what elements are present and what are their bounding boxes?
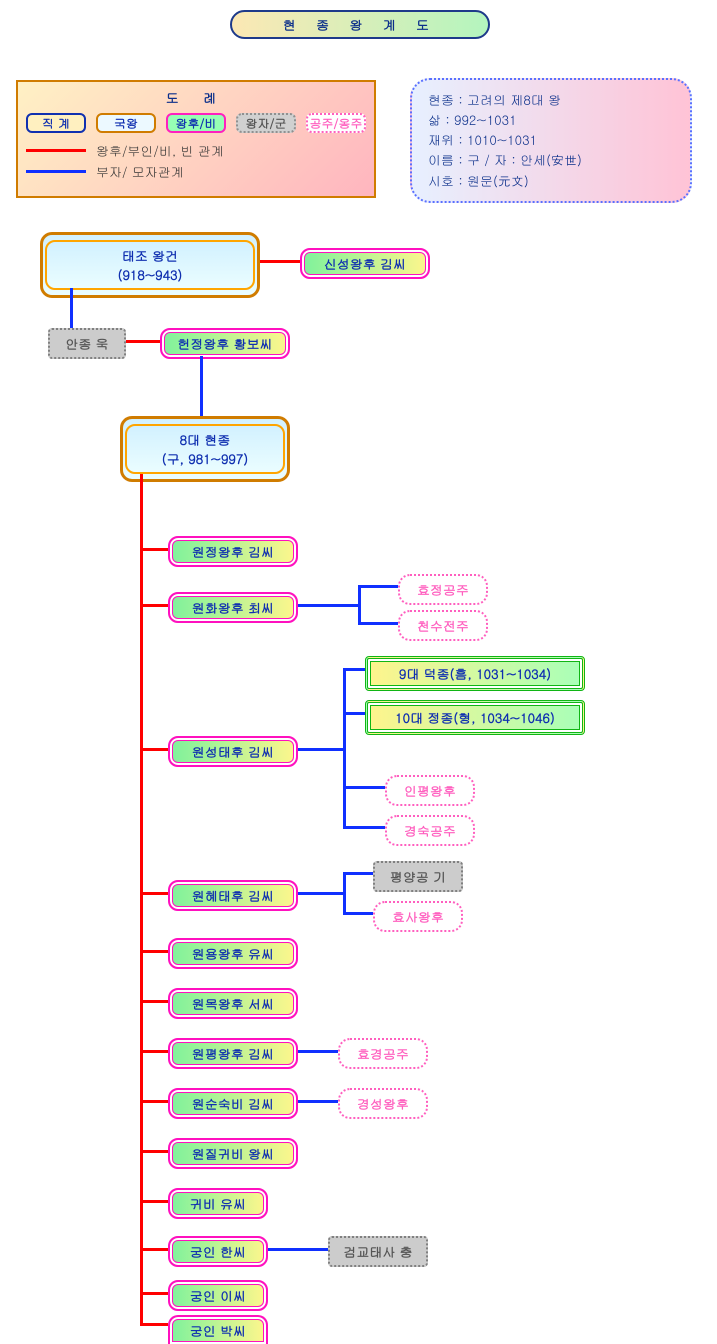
node-q9: 원질귀비 왕씨 xyxy=(168,1138,298,1169)
line xyxy=(140,1292,168,1295)
line xyxy=(358,622,398,625)
node-heonjeong: 헌정왕후 황보씨 xyxy=(160,328,290,359)
info-box: 현종 : 고려의 제8대 왕 삶 : 992~1031 재위 : 1010~10… xyxy=(410,78,692,203)
line xyxy=(298,748,343,751)
node-q7: 원평왕후 김씨 xyxy=(168,1038,298,1069)
trunk xyxy=(140,474,143,1324)
legend-header: 도 례 xyxy=(26,88,366,107)
node-q8: 원순숙비 김씨 xyxy=(168,1088,298,1119)
node-anjong: 안종 욱 xyxy=(48,328,126,359)
node-c11a: 검교태사 충 xyxy=(328,1236,428,1267)
node-c3b: 10대 정종(형, 1034~1046) xyxy=(365,700,585,735)
info-l4: 이름 : 구 / 자 : 안세(安世) xyxy=(428,150,674,170)
line xyxy=(298,604,358,607)
line xyxy=(140,1000,168,1003)
info-l1: 현종 : 고려의 제8대 왕 xyxy=(428,90,674,110)
legend-princess: 공주/옹주 xyxy=(306,113,366,133)
node-hyeonjong: 8대 현종 (구, 981~997) xyxy=(120,416,290,482)
line xyxy=(200,356,203,416)
line xyxy=(140,892,168,895)
node-q12: 궁인 이씨 xyxy=(168,1280,268,1311)
node-c4a: 평양공 기 xyxy=(373,861,463,892)
line xyxy=(343,786,385,789)
legend-blueline-swatch xyxy=(26,170,86,173)
node-q1: 원정왕후 김씨 xyxy=(168,536,298,567)
line xyxy=(343,912,373,915)
legend-blueline-text: 부자/ 모자관계 xyxy=(96,162,184,181)
node-taejo: 태조 왕건 (918~943) xyxy=(40,232,260,298)
line xyxy=(140,1100,168,1103)
line xyxy=(140,1150,168,1153)
node-c2b: 천수전주 xyxy=(398,610,488,641)
line xyxy=(343,872,346,914)
node-q13: 궁인 박씨 xyxy=(168,1315,268,1344)
line xyxy=(140,1248,168,1251)
legend-prince: 왕자/군 xyxy=(236,113,296,133)
node-c3d: 경숙공주 xyxy=(385,815,475,846)
node-c2a: 효정공주 xyxy=(398,574,488,605)
line xyxy=(260,260,300,263)
node-q4: 원혜태후 김씨 xyxy=(168,880,298,911)
info-l3: 재위 : 1010~1031 xyxy=(428,130,674,150)
node-c3c: 인평왕후 xyxy=(385,775,475,806)
node-c7a: 효경공주 xyxy=(338,1038,428,1069)
node-c4b: 효사왕후 xyxy=(373,901,463,932)
line xyxy=(358,585,398,588)
node-c3a: 9대 덕종(흠, 1031~1034) xyxy=(365,656,585,691)
hyeonjong-l1: 8대 현종 xyxy=(131,430,279,449)
line xyxy=(343,668,346,828)
legend-jikgye: 직 계 xyxy=(26,113,86,133)
node-q5: 원용왕후 유씨 xyxy=(168,938,298,969)
line xyxy=(343,872,373,875)
node-q2: 원화왕후 최씨 xyxy=(168,592,298,623)
page-title: 현 종 왕 계 도 xyxy=(230,10,490,39)
hyeonjong-l2: (구, 981~997) xyxy=(131,449,279,468)
legend-redline-text: 왕후/부인/비, 빈 관계 xyxy=(96,141,224,160)
line xyxy=(140,1200,168,1203)
line xyxy=(298,1050,338,1053)
node-q6: 원목왕후 서씨 xyxy=(168,988,298,1019)
node-q3: 원성태후 김씨 xyxy=(168,736,298,767)
legend-redline-swatch xyxy=(26,149,86,152)
line xyxy=(358,585,361,625)
line xyxy=(268,1248,328,1251)
line xyxy=(343,668,365,671)
legend-king: 국왕 xyxy=(96,113,156,133)
legend-queen: 왕후/비 xyxy=(166,113,226,133)
line xyxy=(140,1050,168,1053)
node-q11: 궁인 한씨 xyxy=(168,1236,268,1267)
line xyxy=(140,548,168,551)
taejo-l2: (918~943) xyxy=(51,265,249,284)
node-sinseong: 신성왕후 김씨 xyxy=(300,248,430,279)
line xyxy=(343,826,385,829)
line xyxy=(140,950,168,953)
line xyxy=(140,1323,168,1326)
line xyxy=(140,604,168,607)
node-c8a: 경성왕후 xyxy=(338,1088,428,1119)
line xyxy=(298,892,343,895)
taejo-l1: 태조 왕건 xyxy=(51,246,249,265)
line xyxy=(298,1100,338,1103)
line xyxy=(140,748,168,751)
line xyxy=(343,712,365,715)
node-q10: 귀비 유씨 xyxy=(168,1188,268,1219)
info-l2: 삶 : 992~1031 xyxy=(428,110,674,130)
line xyxy=(126,340,161,343)
legend-panel: 도 례 직 계 국왕 왕후/비 왕자/군 공주/옹주 왕후/부인/비, 빈 관계… xyxy=(16,80,376,198)
info-l5: 시호 : 원문(元文) xyxy=(428,171,674,191)
